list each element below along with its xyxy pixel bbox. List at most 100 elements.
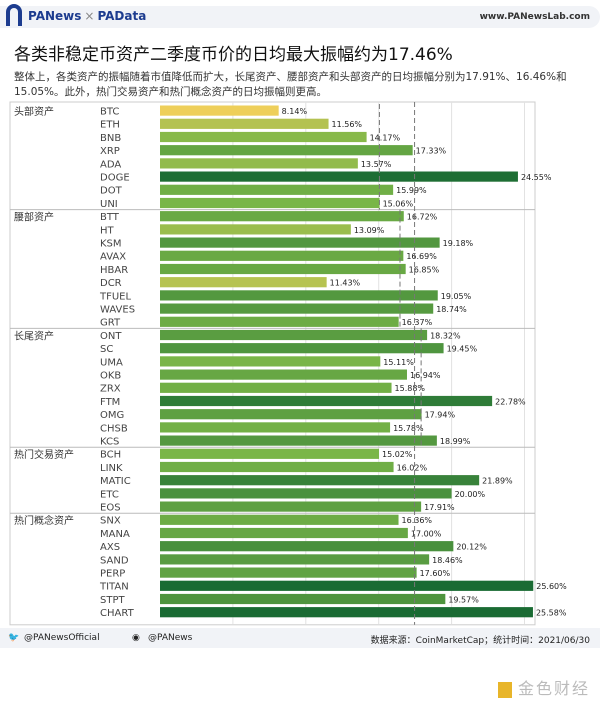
data-label: 13.09% (354, 226, 385, 235)
bar (160, 593, 446, 605)
bar (160, 303, 434, 314)
bar (160, 197, 380, 209)
data-label: 18.99% (440, 437, 471, 446)
category-label: MANA (100, 529, 130, 540)
category-label: EOS (100, 503, 121, 514)
category-label: ETC (100, 489, 119, 500)
category-label: DCR (100, 278, 122, 289)
bar-chart: 头部资产 BTC 8.14% ETH 11.56% BNB 14.17% XRP 17.33% A… (9, 101, 567, 626)
category-label: BTC (100, 107, 119, 118)
data-label: 17.33% (416, 147, 447, 156)
category-label: OKB (100, 371, 121, 382)
data-label: 16.94% (410, 371, 441, 380)
twitter-handle[interactable]: @PANewsOfficial (24, 633, 100, 643)
bar (160, 422, 391, 433)
category-label: STPT (100, 595, 125, 606)
bar (160, 356, 381, 367)
data-label: 11.56% (332, 120, 363, 129)
data-label: 14.17% (370, 133, 401, 142)
category-label: MATIC (100, 476, 131, 487)
category-label: UNI (100, 199, 118, 210)
bar (160, 607, 533, 618)
panews-logo-icon (6, 4, 22, 26)
category-label: XRP (100, 146, 120, 157)
data-label: 18.46% (432, 556, 463, 565)
data-label: 17.91% (424, 503, 455, 512)
data-label: 15.88% (395, 384, 426, 393)
bar (160, 277, 327, 288)
data-label: 21.89% (482, 477, 513, 486)
group-label: 腰部资产 (14, 211, 54, 224)
data-label: 16.72% (407, 213, 438, 222)
group-label: 热门概念资产 (14, 514, 74, 527)
category-label: TFUEL (99, 291, 131, 302)
data-label: 20.00% (455, 490, 486, 499)
bar (160, 237, 440, 248)
weibo-handle[interactable]: @PANews (148, 633, 193, 643)
category-label: GRT (100, 318, 121, 329)
bar (160, 501, 422, 512)
bar (160, 580, 534, 591)
data-label: 25.60% (536, 582, 567, 591)
category-label: ADA (100, 159, 121, 170)
category-label: SNX (100, 516, 121, 527)
bar (160, 184, 394, 195)
watermark: 金色财经 (497, 675, 590, 699)
bar (160, 435, 437, 446)
data-label: 19.18% (443, 239, 474, 248)
bar (160, 131, 367, 143)
data-label: 18.32% (430, 331, 461, 340)
bar (160, 263, 406, 275)
group-label: 长尾资产 (14, 329, 54, 342)
data-label: 22.78% (495, 397, 526, 406)
bar (160, 316, 399, 327)
data-label: 15.11% (383, 358, 414, 367)
watermark-text: 金色财经 (517, 679, 590, 698)
category-label: UMA (100, 357, 123, 368)
data-label: 15.02% (382, 450, 413, 459)
site-url[interactable]: www.PANewsLab.com (479, 12, 590, 22)
category-label: WAVES (100, 305, 135, 316)
category-label: AVAX (100, 252, 126, 263)
data-label: 17.00% (411, 529, 442, 538)
bar (160, 567, 417, 578)
data-label: 15.78% (393, 424, 424, 433)
category-label: BNB (100, 133, 121, 144)
bar (160, 382, 392, 393)
data-label: 13.57% (361, 160, 392, 169)
group-label: 头部资产 (14, 105, 54, 118)
data-label: 24.55% (521, 173, 552, 182)
category-label: CHART (100, 608, 135, 619)
category-label: SAND (100, 555, 129, 566)
jinse-logo-icon (497, 681, 512, 698)
bar (160, 461, 394, 473)
category-label: ETH (100, 120, 120, 131)
category-label: LINK (100, 463, 123, 474)
data-label: 16.37% (402, 318, 433, 327)
chart-subtitle: 整体上，各类资产的振幅随着市值降低而扩大，长尾资产、腰部资产和头部资产的日均振幅… (14, 71, 567, 98)
brand-padata: PAData (97, 9, 147, 23)
brand-separator: × (84, 9, 95, 23)
chart-title: 各类非稳定币资产二季度币价的日均最大振幅约为17.46% (14, 45, 453, 65)
category-label: SC (100, 344, 113, 355)
data-label: 17.60% (420, 569, 451, 578)
bar (160, 329, 428, 341)
category-label: DOT (100, 186, 123, 197)
bar (160, 290, 438, 301)
data-label: 17.94% (425, 411, 456, 420)
brand: PANews × PAData (28, 9, 146, 23)
data-label: 15.99% (396, 186, 427, 195)
data-label: 18.74% (436, 305, 467, 314)
category-label: BTT (100, 212, 120, 223)
category-label: HT (100, 225, 115, 236)
bar (160, 171, 518, 182)
bar (160, 514, 399, 525)
bar (160, 395, 493, 407)
bar (160, 488, 452, 499)
data-label: 19.45% (447, 345, 478, 354)
data-source: 数据来源：CoinMarketCap；统计时间：2021/06/30 (370, 636, 590, 646)
bar (160, 448, 379, 459)
category-label: AXS (100, 542, 120, 553)
data-label: 15.06% (383, 199, 414, 208)
twitter-icon: 🐦 (8, 633, 20, 643)
